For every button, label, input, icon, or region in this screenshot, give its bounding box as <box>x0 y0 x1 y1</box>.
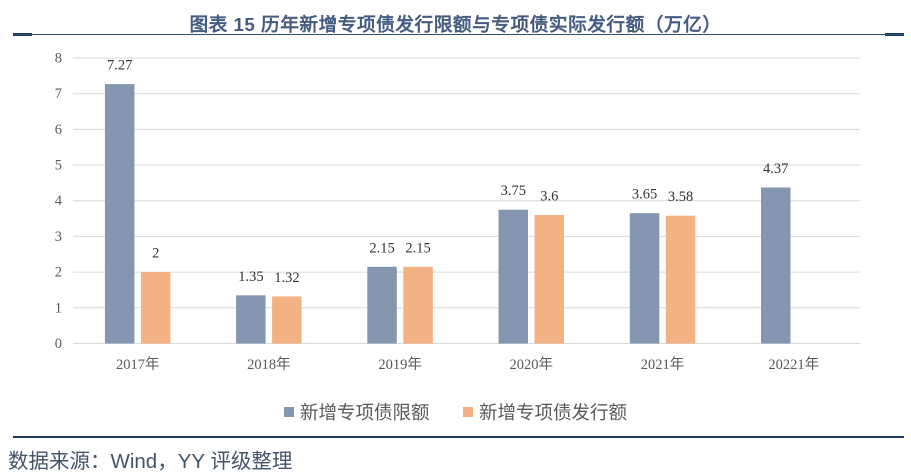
svg-text:2019年: 2019年 <box>378 356 422 373</box>
svg-text:8: 8 <box>55 51 62 67</box>
svg-text:1.32: 1.32 <box>274 270 299 286</box>
svg-text:2: 2 <box>152 246 159 262</box>
svg-text:2.15: 2.15 <box>369 240 394 256</box>
svg-text:1: 1 <box>55 300 62 316</box>
svg-text:20221年: 20221年 <box>768 356 819 373</box>
svg-text:3.58: 3.58 <box>668 189 693 205</box>
svg-text:5: 5 <box>55 158 62 174</box>
svg-text:2020年: 2020年 <box>510 356 554 373</box>
svg-text:3.75: 3.75 <box>501 183 526 199</box>
svg-text:0: 0 <box>55 336 62 352</box>
svg-text:2017年: 2017年 <box>116 356 160 373</box>
svg-text:4: 4 <box>55 193 63 209</box>
svg-text:7: 7 <box>55 86 62 102</box>
svg-text:1.35: 1.35 <box>238 269 263 285</box>
svg-text:3: 3 <box>55 229 62 245</box>
svg-text:3.65: 3.65 <box>632 187 657 203</box>
svg-text:3.6: 3.6 <box>540 189 558 205</box>
svg-text:2: 2 <box>55 265 62 281</box>
svg-text:4.37: 4.37 <box>763 161 788 177</box>
svg-text:2018年: 2018年 <box>247 356 291 373</box>
svg-text:2.15: 2.15 <box>405 240 430 256</box>
svg-text:7.27: 7.27 <box>107 58 132 74</box>
svg-text:6: 6 <box>55 122 62 138</box>
svg-text:2021年: 2021年 <box>641 356 685 373</box>
